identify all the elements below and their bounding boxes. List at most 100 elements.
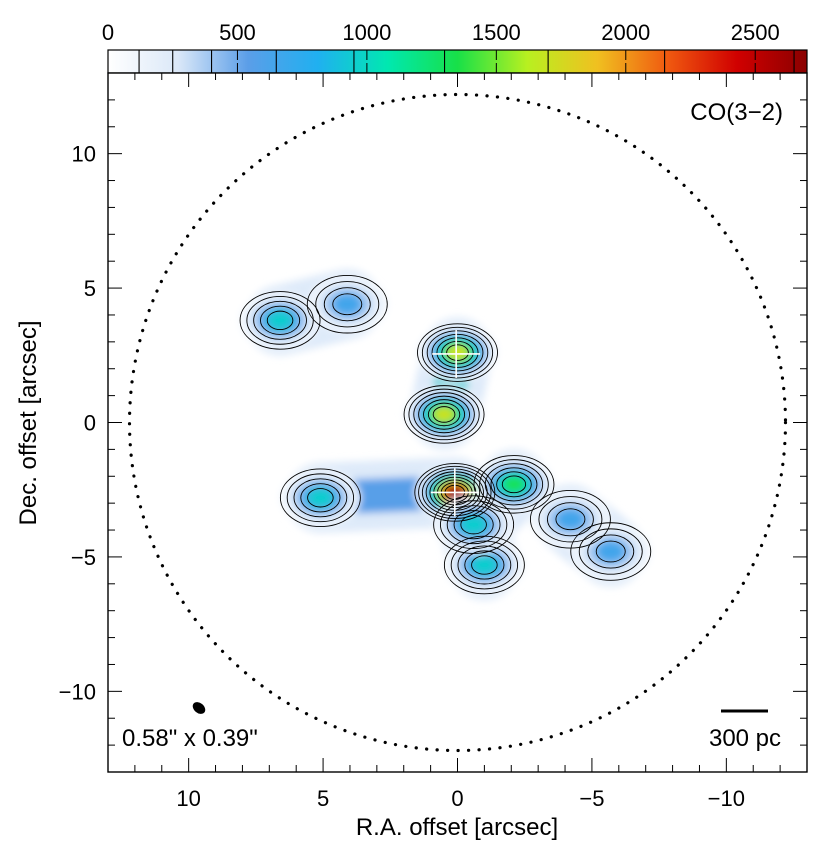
y-tick-label: 0 — [84, 411, 96, 436]
contour-line — [418, 465, 492, 519]
beam-ellipse — [192, 702, 206, 714]
colorbar-tick-label: 2500 — [731, 20, 780, 45]
contour-line — [446, 505, 501, 545]
contour-line — [578, 528, 643, 575]
contour-line — [439, 500, 508, 550]
contour-line — [587, 534, 635, 569]
nucleus-cross-marker — [430, 468, 479, 517]
contour-line — [323, 287, 371, 322]
nucleus-markers — [430, 329, 481, 517]
contour-line — [460, 514, 487, 535]
contour-line — [479, 459, 549, 510]
emission-peak — [446, 344, 469, 361]
contour-line — [307, 488, 334, 508]
contour-line — [293, 478, 348, 518]
x-tick-label: 5 — [317, 786, 329, 811]
contour-line — [239, 291, 321, 350]
contour-line — [418, 395, 470, 434]
colorbar-tick-label: 2000 — [601, 20, 650, 45]
x-tick-label: −10 — [708, 786, 745, 811]
y-tick-label: 10 — [72, 142, 96, 167]
contour-line — [484, 463, 544, 506]
contour-line — [464, 550, 505, 580]
contour-line — [555, 508, 586, 531]
emission-peak — [555, 508, 585, 530]
contour-line — [453, 510, 494, 540]
colorbar-tick-label: 1500 — [472, 20, 521, 45]
colorbar-tick-label: 500 — [219, 20, 256, 45]
contour-line — [260, 305, 301, 335]
contour-line — [570, 522, 652, 581]
y-axis-title: Dec. offset [arcsec] — [15, 321, 42, 526]
contour-line — [300, 483, 341, 513]
emission-peak — [471, 555, 498, 575]
contour-line — [501, 475, 527, 494]
contour-line — [432, 406, 456, 423]
colorbar-ticks — [107, 50, 795, 73]
y-tick-label: −5 — [71, 545, 96, 570]
contour-line — [417, 323, 498, 382]
colorbar-tick-label: 0 — [102, 20, 114, 45]
contour-line — [266, 310, 294, 331]
contour-line — [306, 274, 388, 334]
y-tick-label: −10 — [59, 679, 96, 704]
field-of-view-circle — [127, 92, 788, 753]
contour-line — [473, 455, 555, 514]
x-tick-label: 10 — [176, 786, 200, 811]
x-axis-ticks — [134, 73, 781, 772]
contour-line — [433, 495, 515, 554]
x-axis-tick-labels: 10 5 0 −5 −10 — [176, 786, 745, 811]
contour-line — [446, 344, 469, 361]
x-axis-title: R.A. offset [arcsec] — [356, 814, 558, 841]
contour-line — [421, 326, 494, 379]
contour-line — [403, 385, 485, 444]
contour-line — [408, 388, 480, 441]
emission-peak — [502, 475, 526, 493]
co-emission-map — [239, 269, 652, 600]
line-label: CO(3−2) — [690, 99, 783, 126]
emission-peak — [307, 488, 334, 507]
emission-peak — [267, 311, 293, 330]
y-tick-label: 5 — [84, 276, 96, 301]
emission-blobs — [240, 269, 651, 600]
contour-line — [413, 392, 475, 437]
contour-line — [490, 467, 538, 502]
contour-line — [332, 293, 363, 316]
x-tick-label: −5 — [579, 786, 604, 811]
contour-line — [253, 300, 307, 340]
contour-line — [246, 295, 314, 345]
contour-line — [538, 496, 603, 543]
contour-line — [546, 502, 594, 537]
contour-line — [427, 402, 461, 427]
nucleus-cross-marker — [432, 329, 481, 378]
contour-line — [450, 540, 519, 590]
contour-line — [496, 471, 532, 498]
colorbar-tick-labels: 0 500 1000 1500 2000 2500 — [102, 20, 780, 45]
emission-contours — [239, 274, 652, 595]
colorbar-tick-label: 1000 — [342, 20, 391, 45]
emission-peak — [332, 293, 362, 315]
beam-label: 0.58" x 0.39" — [122, 725, 258, 752]
contour-line — [315, 281, 380, 328]
emission-peak — [433, 406, 455, 423]
contour-line — [426, 330, 489, 375]
emission-peak — [596, 541, 626, 562]
contour-line — [286, 473, 355, 523]
contour-line — [529, 490, 611, 549]
y-axis-ticks — [108, 99, 807, 746]
y-axis-tick-labels: −10 −5 0 5 10 — [59, 142, 96, 705]
map-panel: 10 5 0 −5 −10 −10 −5 0 5 10 — [59, 72, 808, 811]
contour-line — [595, 540, 626, 563]
contour-line — [441, 340, 474, 365]
x-tick-label: 0 — [451, 786, 463, 811]
colorbar-fill — [107, 49, 808, 74]
contour-line — [471, 555, 498, 575]
contour-line — [436, 337, 479, 368]
contour-line — [423, 399, 466, 430]
scale-bar-label: 300 pc — [709, 725, 781, 752]
contour-line — [431, 333, 484, 372]
contour-line — [279, 468, 361, 528]
colorbar: 0 500 1000 1500 2000 2500 — [102, 20, 808, 74]
contour-line — [457, 545, 512, 585]
